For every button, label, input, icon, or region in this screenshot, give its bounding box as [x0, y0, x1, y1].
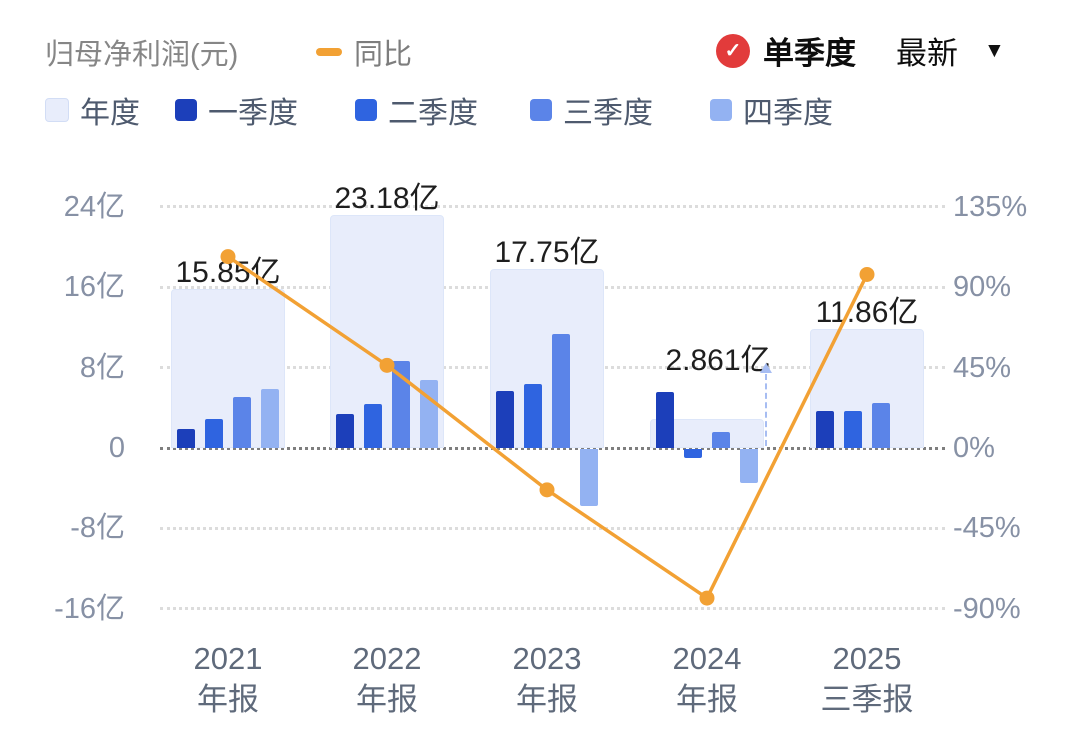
y-axis-tick-right: 0%	[953, 432, 995, 464]
quarter-bar[interactable]	[580, 449, 598, 507]
x-axis-label-line: 年报	[676, 682, 738, 717]
annual-value-label: 11.86亿	[815, 295, 919, 329]
y-axis-tick-right: 135%	[953, 190, 1028, 223]
x-axis-label-line: 三季报	[820, 682, 914, 717]
gridline	[160, 607, 945, 611]
legend-swatch	[710, 99, 732, 121]
x-axis-label-line: 年报	[516, 682, 578, 717]
x-axis-label-line: 2021	[193, 641, 263, 676]
x-axis-label: 2023 年报	[452, 638, 642, 720]
legend-label: 年度	[80, 97, 140, 130]
legend-swatch	[45, 98, 69, 122]
y-axis-tick-left: -8亿	[70, 512, 125, 545]
annual-value-label: 2.861亿	[665, 344, 771, 378]
single-quarter-toggle[interactable]: 单季度	[763, 36, 856, 71]
legend-swatch	[175, 99, 197, 121]
quarter-bar[interactable]	[816, 410, 834, 448]
x-axis-label: 2024 年报	[612, 638, 802, 720]
quarter-bar[interactable]	[233, 396, 251, 448]
quarter-bar[interactable]	[364, 403, 382, 448]
chart-title: 归母净利润(元)	[45, 39, 239, 71]
annual-value-label: 15.85亿	[175, 255, 281, 289]
y-axis-tick-left: 24亿	[63, 190, 125, 223]
up-arrow-icon	[760, 363, 772, 373]
annual-value-label: 17.75亿	[494, 236, 600, 270]
yoy-line-icon	[316, 48, 342, 56]
quarter-bar[interactable]	[524, 383, 542, 448]
x-axis-label: 2022 年报	[292, 638, 482, 720]
quarter-bar[interactable]	[844, 410, 862, 448]
caret-down-icon[interactable]: ▼	[984, 38, 1005, 62]
quarter-bar[interactable]	[261, 388, 279, 448]
header-controls: ✓ 单季度 最新 ▼	[716, 28, 1005, 73]
gridline	[160, 205, 945, 209]
legend-label: 三季度	[563, 97, 653, 130]
x-axis-label-line: 2023	[512, 641, 582, 676]
quarter-bar[interactable]	[177, 428, 195, 448]
quarter-bar[interactable]	[552, 334, 570, 448]
y-axis-tick-right: -90%	[953, 592, 1021, 625]
annual-value-label: 23.18亿	[334, 181, 440, 215]
legend-label: 一季度	[208, 97, 298, 130]
legend-item-3[interactable]: 三季度	[530, 88, 653, 132]
y-axis-tick-left: 16亿	[63, 271, 125, 304]
x-axis-label-line: 2024	[672, 641, 742, 676]
quarter-bar[interactable]	[712, 431, 730, 448]
y-axis-tick-right: 90%	[953, 271, 1012, 304]
yoy-legend[interactable]: 同比	[316, 31, 412, 73]
gridline	[160, 526, 945, 530]
yoy-legend-label: 同比	[354, 39, 413, 71]
legend-item-4[interactable]: 四季度	[710, 88, 833, 132]
y-axis-tick-left: 0	[108, 432, 125, 464]
x-axis-label-line: 2025	[832, 641, 902, 676]
quarter-bar[interactable]	[336, 413, 354, 448]
legend-item-0[interactable]: 年度	[45, 88, 140, 132]
up-arrow-line	[765, 374, 767, 446]
y-axis-tick-left: -16亿	[54, 592, 125, 625]
y-axis-tick-left: 8亿	[79, 351, 125, 384]
quarter-bar[interactable]	[205, 418, 223, 448]
x-axis-label: 2025 三季报	[772, 638, 962, 720]
quarter-bar[interactable]	[740, 449, 758, 484]
legend-item-1[interactable]: 一季度	[175, 88, 298, 132]
x-axis-label-line: 年报	[356, 682, 418, 717]
x-axis-label: 2021 年报	[133, 638, 323, 720]
y-axis-tick-right: -45%	[953, 512, 1021, 545]
y-axis-tick-right: 45%	[953, 351, 1012, 384]
quarter-bar[interactable]	[684, 449, 702, 459]
x-axis-label-line: 年报	[197, 682, 259, 717]
latest-dropdown[interactable]: 最新	[896, 36, 958, 71]
quarter-bar[interactable]	[420, 379, 438, 448]
legend-swatch	[530, 99, 552, 121]
legend-label: 二季度	[388, 97, 478, 130]
legend-label: 四季度	[743, 97, 833, 130]
legend-item-2[interactable]: 二季度	[355, 88, 478, 132]
check-icon[interactable]: ✓	[716, 33, 750, 68]
quarter-bar[interactable]	[496, 390, 514, 448]
quarter-bar[interactable]	[872, 402, 890, 448]
legend-swatch	[355, 99, 377, 121]
x-axis-label-line: 2022	[352, 641, 422, 676]
quarter-bar[interactable]	[656, 391, 674, 448]
quarter-bar[interactable]	[392, 361, 410, 448]
